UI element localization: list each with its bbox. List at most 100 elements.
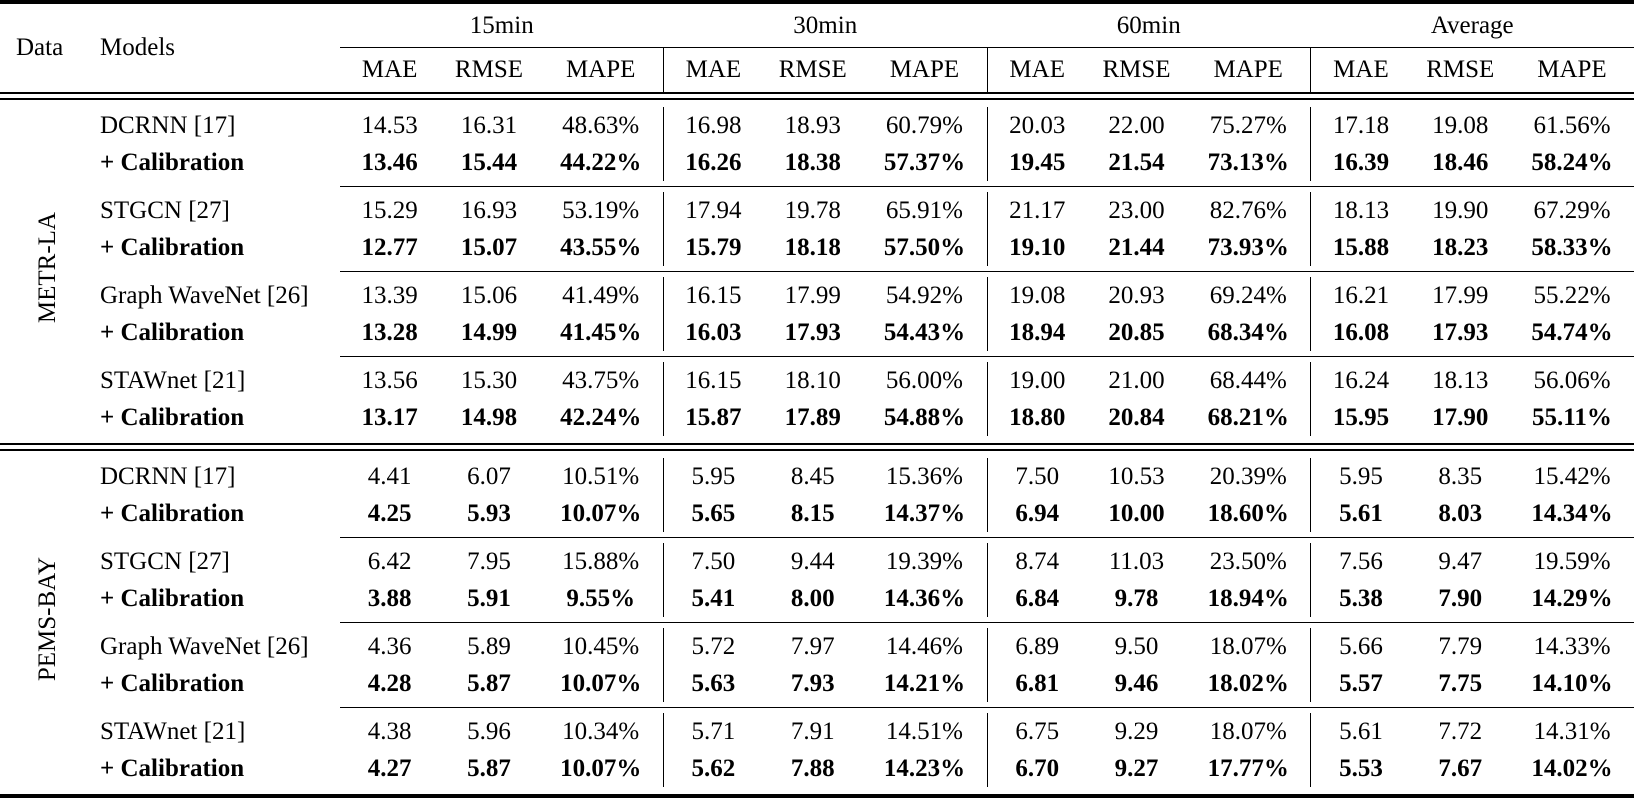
table-body: METR-LA DCRNN [17] 14.53 16.31 48.63% 16.98 18…: [0, 100, 1634, 794]
dataset-section: PEMS-BAY DCRNN [17] 4.41 6.07 10.51% 5.95 8.45…: [0, 451, 1634, 794]
metric-value-cell: 82.76%: [1209, 196, 1287, 224]
model-group: STGCN [27] 15.29 16.93 53.19% 17.94 19.78 65.9…: [96, 192, 1634, 266]
metric-header: RMSE: [454, 55, 524, 83]
calibration-row: + Calibration 3.88 5.91 9.55% 5.41 8.00 14.36%…: [96, 580, 1634, 617]
metric-value-cell: 8.03: [1438, 499, 1483, 527]
metric-value-cell: 5.66: [1310, 628, 1410, 665]
metric-value-cell: 14.31%: [1533, 717, 1611, 745]
value-cells: 12.77 15.07 43.55% 15.79 18.18 57.50% 19.10 21.…: [340, 229, 1634, 266]
model-groups: DCRNN [17] 14.53 16.31 48.63% 16.98 18.93 60.7…: [96, 100, 1634, 443]
metric-value-cell: 4.41: [367, 462, 412, 490]
metric-value-cell: 16.24: [1310, 362, 1410, 399]
metric-value-cell: 5.57: [1310, 665, 1410, 702]
metric-value-cell: 41.49%: [562, 281, 640, 309]
metric-value-cell: 5.53: [1310, 750, 1410, 787]
calibration-row: + Calibration 13.46 15.44 44.22% 16.26 18.38 5…: [96, 144, 1634, 181]
metric-value-cell: 18.80: [986, 399, 1087, 436]
metric-value-cell: 14.02%: [1531, 754, 1613, 782]
metric-value-cell: 9.46: [1114, 669, 1159, 697]
group-separator: [340, 186, 1634, 187]
metric-value-cell: 19.08: [1432, 111, 1489, 139]
calibration-row: + Calibration 4.28 5.87 10.07% 5.63 7.93 14.21…: [96, 665, 1634, 702]
metric-value-cell: 16.93: [460, 196, 518, 224]
metric-value-cell: 68.21%: [1207, 403, 1289, 431]
metric-value-cell: 8.74: [986, 543, 1087, 580]
model-group: STAWnet [21] 13.56 15.30 43.75% 16.15 18.10 56…: [96, 362, 1634, 436]
dataset-label-cell: METR-LA: [0, 100, 96, 443]
metric-value-cell: 7.72: [1438, 717, 1483, 745]
metric-value-cell: 17.77%: [1207, 754, 1289, 782]
model-row: Graph WaveNet [26] 4.36 5.89 10.45% 5.72 7.97…: [96, 628, 1634, 665]
model-group: Graph WaveNet [26] 4.36 5.89 10.45% 5.72 7.97…: [96, 628, 1634, 702]
calibration-label: + Calibration: [100, 669, 245, 697]
metric-group-headers: 15min 30min 60min Average MAE RMSE MAPE MAE RMS…: [340, 4, 1634, 92]
model-name: STAWnet [21]: [100, 366, 246, 394]
calibration-label: + Calibration: [100, 754, 245, 782]
header-body-separator: [0, 92, 1634, 100]
metric-value-cell: 18.38: [784, 148, 841, 176]
metric-value-cell: 58.24%: [1531, 148, 1613, 176]
metric-value-cell: 14.21%: [883, 669, 966, 697]
metric-value-cell: 4.38: [367, 717, 412, 745]
metric-value-cell: 41.45%: [560, 318, 642, 346]
metric-value-cell: 43.55%: [560, 233, 642, 261]
metric-value-cell: 15.88: [1310, 229, 1410, 266]
metric-value-cell: 6.70: [986, 750, 1087, 787]
group-separator: [340, 271, 1634, 272]
metric-value-cell: 9.50: [1114, 632, 1159, 660]
metric-value-cell: 18.13: [1432, 366, 1489, 394]
metric-header: RMSE: [1102, 55, 1171, 83]
horizon-header: 60min: [1116, 11, 1181, 39]
dataset-section: METR-LA DCRNN [17] 14.53 16.31 48.63% 16.98 18…: [0, 100, 1634, 443]
metric-value-cell: 17.94: [662, 192, 763, 229]
metric-value-cell: 17.89: [784, 403, 841, 431]
metric-value-cell: 6.89: [986, 628, 1087, 665]
metric-value-cell: 17.99: [784, 281, 841, 309]
metric-value-cell: 15.87: [662, 399, 763, 436]
metric-value-cell: 58.33%: [1531, 233, 1613, 261]
metric-value-cell: 18.07%: [1209, 717, 1287, 745]
group-separator: [340, 707, 1634, 708]
metric-value-cell: 7.50: [986, 458, 1087, 495]
table-bottom-rule: [0, 794, 1634, 798]
model-row: DCRNN [17] 4.41 6.07 10.51% 5.95 8.45 15.36% 7.…: [96, 458, 1634, 495]
model-name: DCRNN [17]: [100, 111, 236, 139]
metric-value-cell: 57.50%: [883, 233, 966, 261]
calibration-row: + Calibration 13.28 14.99 41.45% 16.03 17.93 5…: [96, 314, 1634, 351]
metric-value-cell: 13.17: [361, 403, 418, 431]
metric-value-cell: 16.21: [1310, 277, 1410, 314]
metric-value-cell: 55.22%: [1533, 281, 1611, 309]
metric-value-cell: 13.46: [361, 148, 418, 176]
metric-value-cell: 20.39%: [1209, 462, 1287, 490]
model-name: STAWnet [21]: [100, 717, 246, 745]
metric-value-cell: 53.19%: [562, 196, 640, 224]
metric-value-cell: 6.07: [467, 462, 511, 490]
model-row: Graph WaveNet [26] 13.39 15.06 41.49% 16.15 1…: [96, 277, 1634, 314]
metric-value-cell: 18.18: [784, 233, 841, 261]
metric-value-cell: 23.50%: [1209, 547, 1287, 575]
metric-value-cell: 18.46: [1432, 148, 1489, 176]
metric-value-cell: 10.51%: [562, 462, 640, 490]
metric-value-cell: 8.00: [790, 584, 835, 612]
metric-value-cell: 10.07%: [560, 669, 642, 697]
metric-value-cell: 7.90: [1438, 584, 1483, 612]
metric-value-cell: 21.54: [1108, 148, 1165, 176]
calibration-row: + Calibration 12.77 15.07 43.55% 15.79 18.18 5…: [96, 229, 1634, 266]
metric-value-cell: 68.44%: [1209, 366, 1287, 394]
metric-value-cell: 18.93: [784, 111, 841, 139]
metric-value-cell: 4.28: [367, 669, 412, 697]
metric-value-cell: 3.88: [367, 584, 412, 612]
metric-value-cell: 19.39%: [885, 547, 963, 575]
value-cells: 14.53 16.31 48.63% 16.98 18.93 60.79% 20.03 22.…: [340, 107, 1634, 144]
model-name: Graph WaveNet [26]: [100, 281, 309, 309]
metric-value-cell: 56.06%: [1533, 366, 1611, 394]
metric-value-cell: 9.29: [1114, 717, 1159, 745]
metric-value-cell: 7.67: [1438, 754, 1483, 782]
model-row: DCRNN [17] 14.53 16.31 48.63% 16.98 18.93 60.7…: [96, 107, 1634, 144]
metric-value-cell: 10.07%: [560, 499, 642, 527]
value-cells: 4.41 6.07 10.51% 5.95 8.45 15.36% 7.50 10.53 20.…: [340, 458, 1634, 495]
metric-value-cell: 7.91: [790, 717, 835, 745]
metric-value-cell: 14.51%: [885, 717, 963, 745]
metric-value-cell: 5.61: [1310, 713, 1410, 750]
